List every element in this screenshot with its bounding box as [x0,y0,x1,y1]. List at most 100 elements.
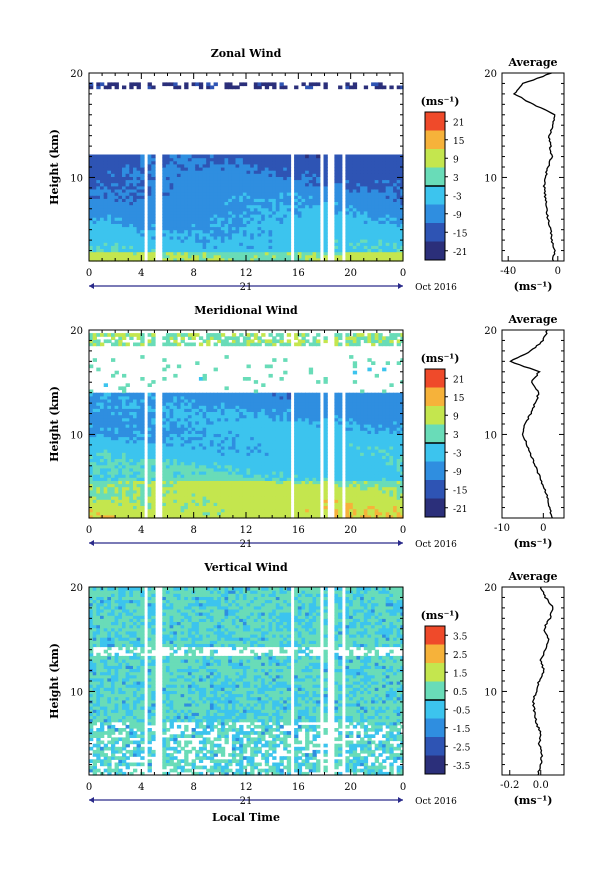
heatmap-cell [169,486,174,491]
profile-frame [501,72,565,262]
heatmap-cell [338,170,343,174]
heatmap-cell [334,248,339,253]
heatmap-cell [400,204,404,209]
heatmap-cell [367,214,372,218]
heatmap-cell [220,477,226,481]
heatmap-cell [217,508,222,513]
heatmap-cell [213,167,218,171]
heatmap-cell [206,486,211,491]
heatmap-cell [261,210,266,215]
heatmap-cell [268,436,273,441]
heatmap-cell [162,499,167,503]
heatmap-cell [96,511,101,516]
heatmap-cell [180,339,185,344]
heatmap-cell [272,204,277,209]
heatmap-cell [173,176,178,181]
heatmap-cell [96,492,101,497]
heatmap-cell [140,430,145,434]
heatmap-cell [268,204,273,209]
heatmap-cell [231,427,237,431]
heatmap-cell [111,229,116,234]
heatmap-cell [133,198,138,202]
heatmap-cell [261,511,266,516]
heatmap-cell [195,235,200,240]
heatmap-cell [250,232,255,237]
heatmap-cell [191,82,196,87]
heatmap-cell [198,163,204,168]
heatmap-cell [250,461,255,466]
heatmap-cell [385,154,390,159]
heatmap-cell [389,179,394,184]
heatmap-cell [125,232,130,237]
heatmap-cell [133,430,138,434]
heatmap-cell [213,157,218,162]
heatmap-cell [242,239,248,243]
heatmap-cell [198,424,204,428]
heatmap-cell [279,232,284,237]
heatmap-cell [378,85,383,90]
heatmap-cell [261,251,266,256]
heatmap-cell [100,411,105,416]
heatmap-cell [92,163,97,168]
heatmap-cell [235,427,240,431]
heatmap-cell [184,489,189,494]
heatmap-cell [202,235,207,240]
heatmap-cell [100,395,105,400]
heatmap-cell [235,192,240,196]
heatmap-cell [89,417,94,422]
heatmap-cell [122,392,127,397]
heatmap-cell [122,395,127,400]
heatmap-cell [198,496,204,500]
heatmap-cell [217,502,222,506]
heatmap-cell [151,395,156,400]
heatmap-cell [272,235,277,240]
heatmap-cell [173,408,178,412]
heatmap-cell [264,173,270,177]
heatmap-cell [239,179,244,184]
heatmap-cell [169,154,174,159]
heatmap-cell [107,220,112,224]
heatmap-cell [213,452,218,456]
heatmap-cell [385,170,390,174]
heatmap-cell [202,339,207,344]
heatmap-cell [136,398,141,403]
heatmap-cell [224,467,229,472]
heatmap-cell [231,499,237,503]
heatmap-cell [195,508,200,513]
heatmap-cell [129,514,134,519]
heatmap-cell [184,182,189,187]
heatmap-cell [114,499,119,503]
heatmap-cell [125,242,130,246]
heatmap-cell [165,223,171,228]
heatmap-cell [151,420,156,425]
heatmap-cell [264,436,270,441]
heatmap-cell [114,220,119,224]
heatmap-cell [209,411,215,416]
heatmap-cell [301,182,306,187]
heatmap-cell [173,467,178,472]
heatmap-cell [118,251,123,256]
heatmap-cell [213,417,218,422]
heatmap-cell [294,157,299,162]
heatmap-cell [118,333,123,337]
heatmap-cell [246,424,251,428]
heatmap-cell [301,226,306,231]
heatmap-cell [220,442,226,447]
heatmap-cell [323,85,328,90]
heatmap-cell [136,411,141,416]
heatmap-cell [118,242,123,246]
heatmap-cell [125,176,130,181]
heatmap-cell [261,392,266,397]
heatmap-cell [400,167,404,171]
heatmap-cell [89,204,94,209]
heatmap-cell [96,254,101,259]
heatmap-cell [202,496,207,500]
heatmap-cell [114,489,119,494]
heatmap-cell [242,232,248,237]
heatmap-cell [308,235,314,240]
heatmap-cell [385,254,390,259]
heatmap-cell [308,170,314,174]
heatmap-cell [352,229,358,234]
heatmap-cell [250,163,255,168]
heatmap-cell [246,445,251,450]
